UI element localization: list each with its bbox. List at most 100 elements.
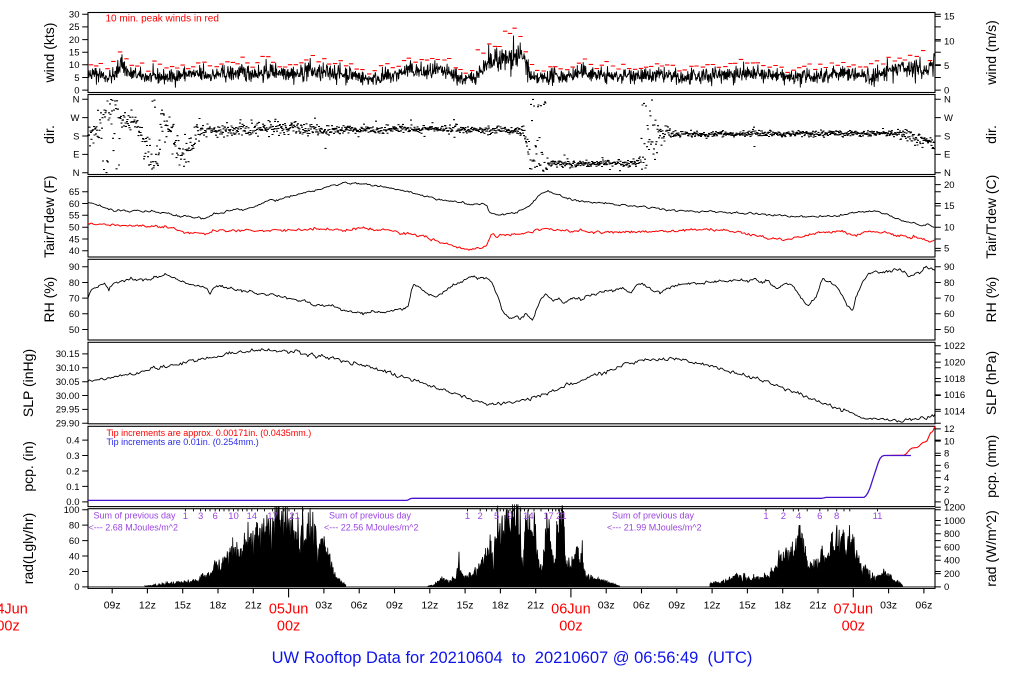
svg-text:6: 6: [213, 511, 218, 522]
svg-text:14: 14: [523, 511, 534, 522]
svg-text:45: 45: [69, 234, 80, 245]
svg-text:09z: 09z: [104, 600, 121, 612]
svg-text:06z: 06z: [915, 600, 932, 612]
svg-text:1022: 1022: [944, 341, 965, 352]
svg-text:60: 60: [69, 199, 80, 210]
svg-text:25: 25: [69, 22, 80, 33]
svg-text:50: 50: [69, 223, 80, 234]
svg-text:<--- 22.56 MJoules/m^2: <--- 22.56 MJoules/m^2: [324, 523, 419, 533]
svg-text:1200: 1200: [944, 503, 965, 514]
svg-text:12z: 12z: [421, 600, 438, 612]
svg-text:00z: 00z: [277, 619, 300, 635]
svg-text:10: 10: [228, 511, 239, 522]
svg-text:20: 20: [69, 567, 80, 578]
svg-text:Tair/Tdew (F): Tair/Tdew (F): [41, 175, 57, 257]
svg-text:S: S: [73, 131, 79, 142]
svg-text:00z: 00z: [842, 619, 865, 635]
svg-text:20: 20: [944, 180, 955, 191]
svg-text:21: 21: [289, 511, 300, 522]
svg-text:N: N: [73, 168, 80, 179]
svg-text:N: N: [944, 95, 951, 106]
svg-text:21z: 21z: [527, 600, 544, 612]
svg-text:21: 21: [556, 511, 567, 522]
svg-text:60: 60: [69, 309, 80, 320]
svg-text:9: 9: [507, 511, 512, 522]
svg-text:40: 40: [69, 551, 80, 562]
svg-text:12: 12: [944, 424, 955, 435]
svg-text:21z: 21z: [810, 600, 827, 612]
svg-text:06z: 06z: [633, 600, 650, 612]
svg-text:rad(Lgly/hr): rad(Lgly/hr): [20, 513, 36, 585]
svg-text:17: 17: [543, 511, 554, 522]
svg-text:3: 3: [198, 511, 203, 522]
svg-text:8: 8: [834, 511, 839, 522]
svg-text:09z: 09z: [668, 600, 685, 612]
svg-text:0: 0: [74, 582, 79, 593]
svg-text:29.90: 29.90: [56, 419, 80, 430]
svg-text:09z: 09z: [386, 600, 403, 612]
svg-text:00z: 00z: [559, 619, 582, 635]
svg-text:dir.: dir.: [983, 125, 999, 144]
svg-text:55: 55: [69, 211, 80, 222]
svg-text:pcp. (mm): pcp. (mm): [983, 435, 999, 498]
svg-text:SLP (hPa): SLP (hPa): [983, 351, 999, 415]
svg-text:E: E: [944, 150, 950, 161]
svg-text:80: 80: [944, 278, 955, 289]
svg-text:15z: 15z: [457, 600, 474, 612]
svg-text:21z: 21z: [245, 600, 262, 612]
svg-text:RH (%): RH (%): [41, 277, 57, 323]
svg-text:30.05: 30.05: [56, 377, 80, 388]
svg-text:30.10: 30.10: [56, 363, 80, 374]
svg-text:15: 15: [944, 201, 955, 212]
svg-text:0.2: 0.2: [66, 466, 79, 477]
svg-text:E: E: [73, 150, 79, 161]
svg-text:4: 4: [796, 511, 801, 522]
svg-text:W: W: [71, 113, 80, 124]
svg-text:5: 5: [944, 61, 949, 72]
svg-text:10: 10: [944, 436, 955, 447]
svg-text:4: 4: [944, 473, 949, 484]
svg-text:Tair/Tdew (C): Tair/Tdew (C): [983, 175, 999, 259]
svg-text:90: 90: [69, 262, 80, 273]
svg-text:dir.: dir.: [41, 125, 57, 144]
svg-text:0.4: 0.4: [66, 435, 79, 446]
svg-text:Sum of previous day: Sum of previous day: [94, 511, 177, 521]
svg-text:Tip increments are 0.01in. (0.: Tip increments are 0.01in. (0.254mm.): [107, 437, 259, 447]
svg-text:11: 11: [873, 511, 883, 522]
svg-text:wind (m/s): wind (m/s): [983, 20, 999, 86]
svg-text:80: 80: [69, 278, 80, 289]
svg-text:15: 15: [69, 48, 80, 59]
svg-text:1020: 1020: [944, 357, 965, 368]
svg-text:400: 400: [944, 556, 960, 567]
svg-text:12z: 12z: [139, 600, 156, 612]
svg-text:8: 8: [944, 449, 949, 460]
svg-text:10 min. peak winds in red: 10 min. peak winds in red: [106, 14, 219, 25]
svg-text:1: 1: [465, 511, 470, 522]
svg-text:70: 70: [944, 293, 955, 304]
svg-text:800: 800: [944, 529, 960, 540]
svg-text:UW Rooftop Data for 20210604: UW Rooftop Data for 20210604 to 20210607…: [272, 649, 753, 667]
svg-text:100: 100: [64, 505, 80, 516]
svg-text:W: W: [944, 113, 953, 124]
svg-text:0: 0: [74, 85, 79, 96]
svg-text:N: N: [73, 95, 80, 106]
svg-text:0.1: 0.1: [66, 482, 79, 493]
svg-text:600: 600: [944, 542, 960, 553]
svg-text:20: 20: [69, 35, 80, 46]
svg-text:06z: 06z: [351, 600, 368, 612]
svg-text:200: 200: [944, 569, 960, 580]
svg-text:30.00: 30.00: [56, 391, 80, 402]
svg-text:60: 60: [69, 536, 80, 547]
svg-text:65: 65: [69, 187, 80, 198]
svg-text:18z: 18z: [492, 600, 509, 612]
svg-text:Tip increments are approx. 0.0: Tip increments are approx. 0.00171in. (0…: [107, 428, 312, 438]
svg-text:1016: 1016: [944, 390, 965, 401]
svg-text:0: 0: [944, 582, 949, 593]
svg-text:1018: 1018: [944, 374, 965, 385]
svg-text:60: 60: [944, 309, 955, 320]
svg-text:70: 70: [69, 293, 80, 304]
svg-text:5: 5: [944, 244, 949, 255]
svg-text:15z: 15z: [739, 600, 756, 612]
svg-text:1: 1: [763, 511, 768, 522]
svg-text:30: 30: [69, 10, 80, 21]
